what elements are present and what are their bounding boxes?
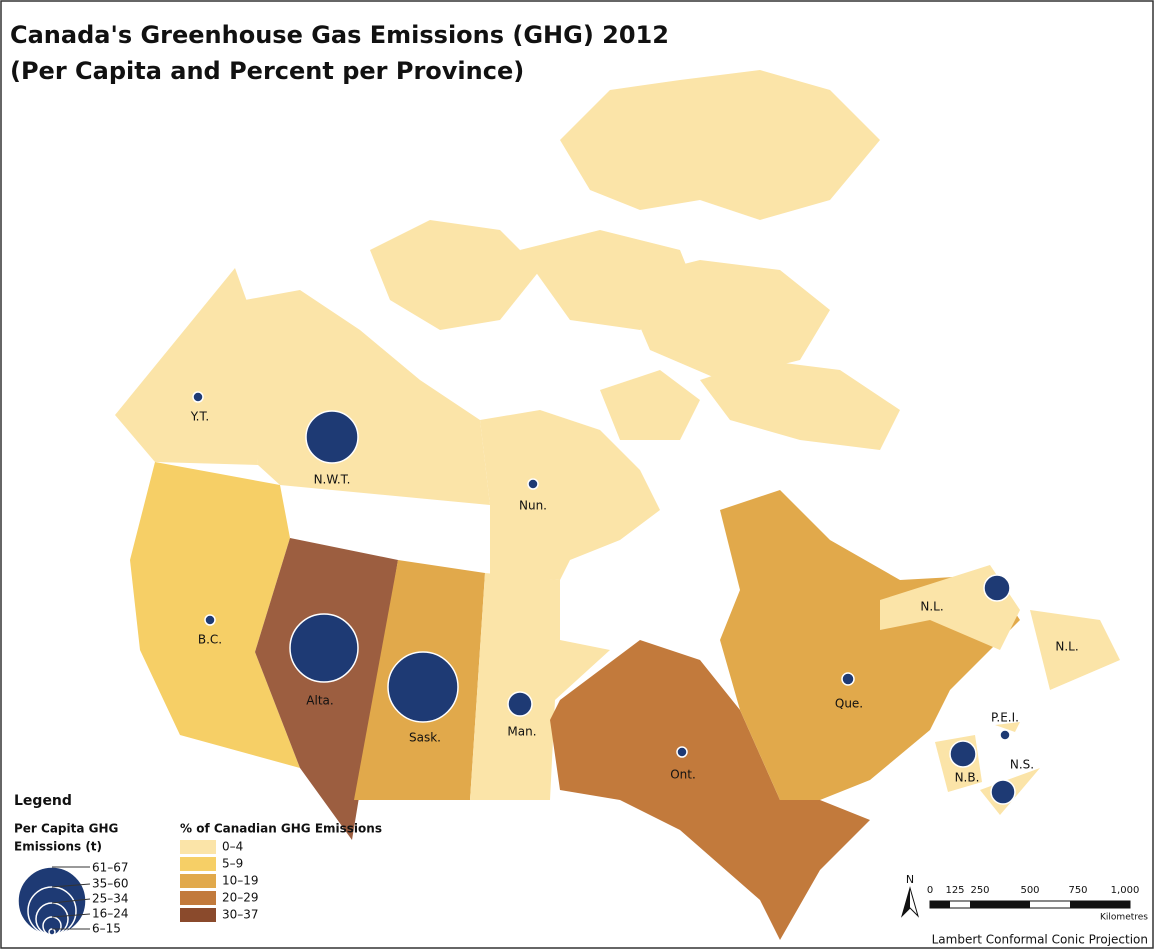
scale-unit: Kilometres xyxy=(1100,913,1148,923)
nunavut xyxy=(480,410,660,580)
province-label: N.L. xyxy=(920,600,943,614)
title: Canada's Greenhouse Gas Emissions (GHG) … xyxy=(10,21,669,49)
legend-range: 16–24 xyxy=(92,907,129,921)
province-label: N.B. xyxy=(955,771,980,785)
legend: Legend Per Capita GHG Emissions (t) 61–6… xyxy=(14,793,382,936)
scale-label: 125 xyxy=(945,885,964,896)
nwt xyxy=(245,290,490,505)
manitoba xyxy=(470,573,610,800)
per-capita-dots xyxy=(192,391,1016,805)
scale-bar: N 0 125 250 500 750 1,000 Kilometres xyxy=(900,873,1148,923)
legend-subtitle: Emissions (t) xyxy=(14,840,102,854)
province-label: P.E.I. xyxy=(991,711,1019,725)
province-label: Sask. xyxy=(409,731,441,745)
legend-title: Legend xyxy=(14,793,72,809)
province-label: Que. xyxy=(835,697,863,711)
title: (Per Capita and Percent per Province) xyxy=(10,57,524,85)
legend-range: 61–67 xyxy=(92,861,129,875)
bc xyxy=(130,462,300,768)
pei xyxy=(995,722,1020,732)
province-label: N.S. xyxy=(1010,758,1034,772)
legend-range: 10–19 xyxy=(222,874,259,888)
legend-range: 20–29 xyxy=(222,891,259,905)
province-label: B.C. xyxy=(198,633,222,647)
legend-range: 25–34 xyxy=(92,892,129,906)
scale-label: 250 xyxy=(970,885,989,896)
legend-subtitle: Per Capita GHG xyxy=(14,822,118,836)
province-label: N.W.T. xyxy=(314,473,351,487)
north-label: N xyxy=(906,873,914,886)
province-label: Nun. xyxy=(519,499,547,513)
legend-range: 6–15 xyxy=(92,922,121,936)
province-label: Y.T. xyxy=(190,410,209,424)
projection: Lambert Conformal Conic Projection xyxy=(932,933,1148,947)
legend-range: 30–37 xyxy=(222,908,259,922)
newfoundland xyxy=(1030,610,1120,690)
province-label: Ont. xyxy=(670,768,696,782)
quebec xyxy=(720,490,1020,800)
legend-range: 35–60 xyxy=(92,877,129,891)
province-label: Man. xyxy=(507,725,536,739)
arctic-islands xyxy=(370,70,900,450)
scale-label: 500 xyxy=(1020,885,1039,896)
province-labels: Y.T. N.W.T. Nun. B.C. Alta. Sask. Man. O… xyxy=(190,410,1079,785)
legend-range: 0–4 xyxy=(222,840,243,854)
scale-label: 1,000 xyxy=(1111,885,1140,896)
legend-range: 5–9 xyxy=(222,857,243,871)
legend-subtitle: % of Canadian GHG Emissions xyxy=(180,822,382,836)
yukon xyxy=(115,268,258,465)
province-label: N.L. xyxy=(1055,640,1078,654)
scale-label: 750 xyxy=(1068,885,1087,896)
scale-label: 0 xyxy=(927,885,933,896)
province-label: Alta. xyxy=(306,694,333,708)
ontario xyxy=(550,640,870,940)
